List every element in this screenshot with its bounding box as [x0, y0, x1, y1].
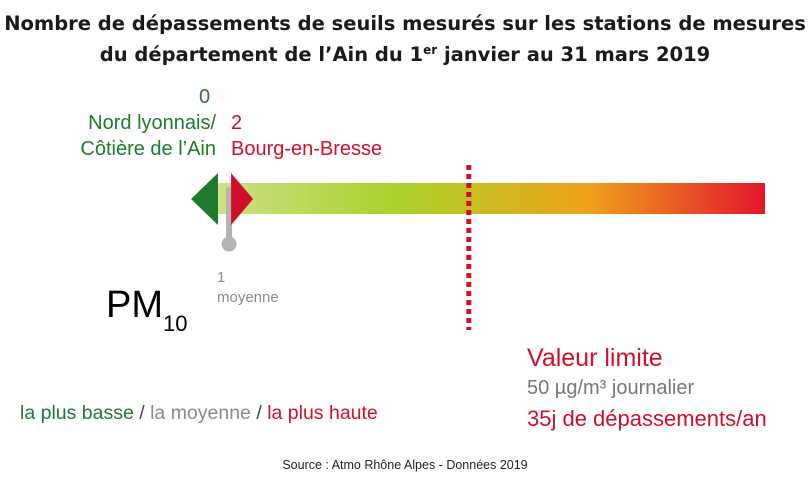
average-marker-dot — [221, 236, 237, 252]
title-line-2: du département de l’Ain du 1er janvier a… — [0, 39, 810, 70]
highest-station-label: Bourg-en-Bresse — [231, 138, 383, 160]
limit-annotation: Valeur limite 50 µg/m³ journalier 35j de… — [527, 343, 767, 435]
title-line-2-end: janvier au 31 mars 2019 — [437, 43, 711, 66]
legend-high: la plus haute — [267, 402, 378, 424]
legend-low: la plus basse — [20, 402, 134, 424]
limit-exceedances: 35j de dépassements/an — [527, 406, 767, 431]
pollutant-label: PM10 — [106, 284, 187, 337]
title-line-1: Nombre de dépassements de seuils mesurés… — [4, 12, 806, 35]
lowest-station-line-1: Nord lyonnais/ — [88, 112, 216, 134]
limit-title: Valeur limite — [527, 344, 663, 372]
average-text: moyenne — [217, 289, 279, 306]
pollutant-subscript: 10 — [163, 311, 188, 336]
lowest-marker — [191, 173, 218, 225]
source-note: Source : Atmo Rhône Alpes - Données 2019 — [282, 458, 528, 472]
pollutant-name: PM — [106, 284, 163, 326]
lowest-value-label: 0 — [199, 86, 211, 108]
average-value: 1 — [217, 269, 226, 286]
legend-average: la moyenne — [150, 402, 251, 424]
chart-title: Nombre de dépassements de seuils mesurés… — [0, 8, 810, 70]
lowest-station-label: Nord lyonnais/ Côtière de l’Ain — [80, 110, 216, 162]
highest-marker — [231, 173, 254, 225]
title-line-2-start: du département de l’Ain du 1 — [99, 43, 424, 66]
lowest-station-line-2: Côtière de l’Ain — [80, 138, 216, 160]
title-ordinal-suffix: er — [423, 43, 438, 57]
legend: la plus basse / la moyenne / la plus hau… — [20, 402, 378, 425]
average-label: 1 moyenne — [217, 268, 279, 308]
scale-bar — [212, 183, 765, 214]
legend-separator-2: / — [250, 402, 268, 424]
limit-threshold: 50 µg/m³ journalier — [527, 377, 695, 399]
legend-separator-1: / — [133, 402, 151, 424]
highest-value-label: 2 — [231, 112, 243, 134]
